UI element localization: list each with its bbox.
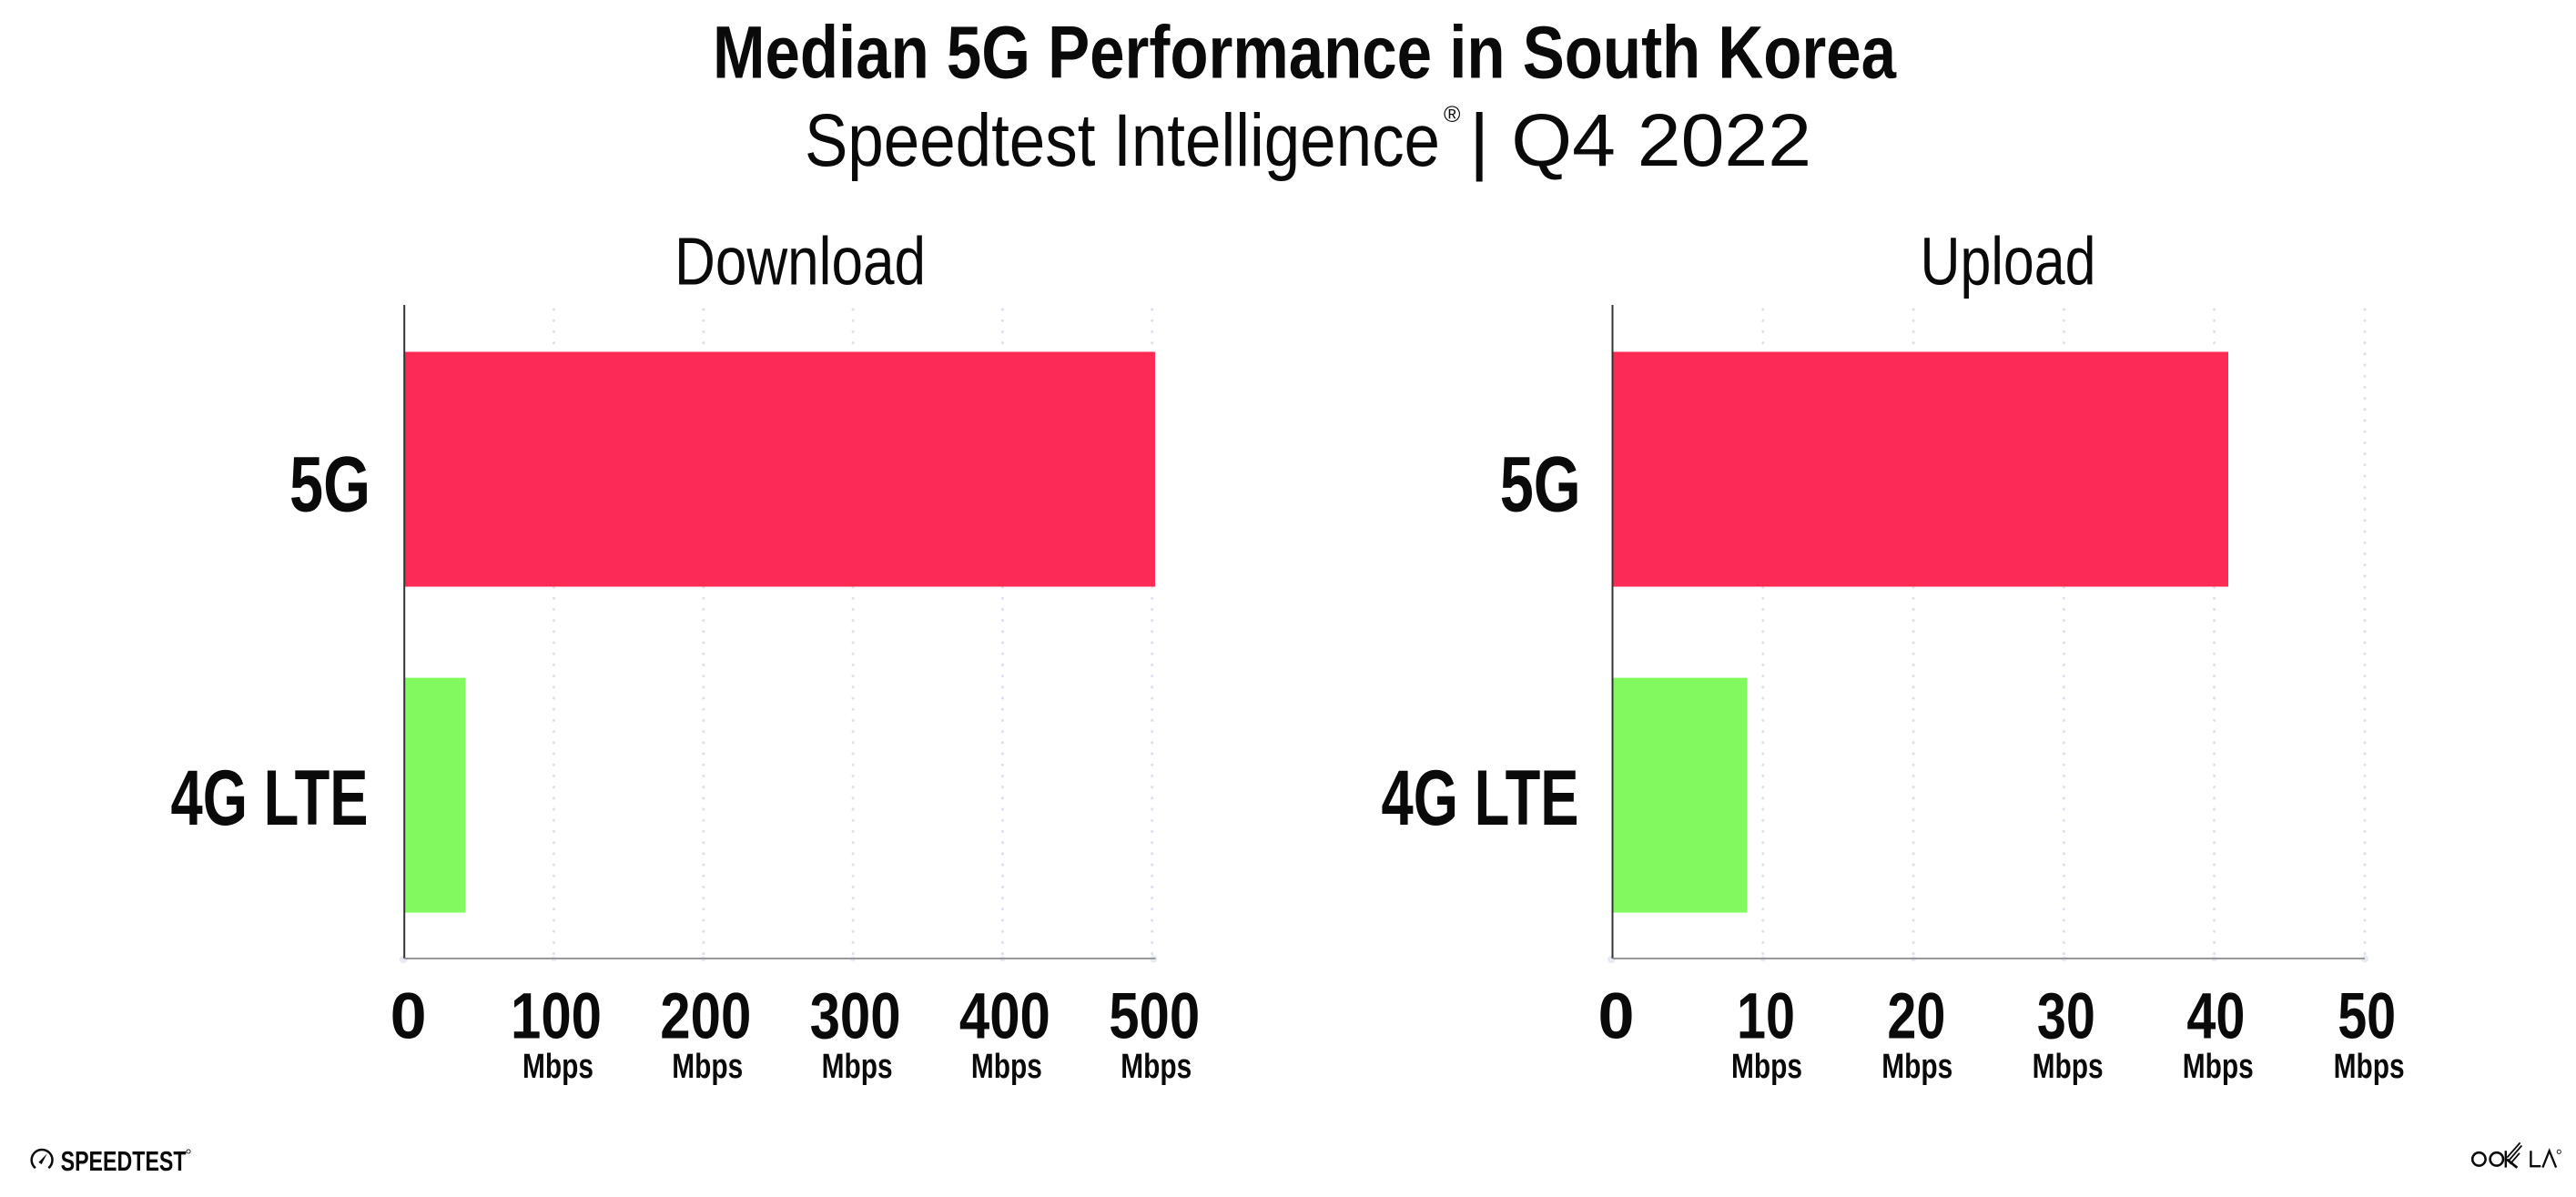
svg-text:400: 400	[959, 981, 1050, 1053]
svg-text:Download: Download	[674, 224, 926, 299]
svg-text:20: 20	[1887, 981, 1945, 1053]
svg-text:50: 50	[2338, 981, 2396, 1053]
svg-text:Mbps: Mbps	[1121, 1048, 1192, 1086]
svg-text:SPEEDTEST: SPEEDTEST	[61, 1145, 187, 1177]
svg-text:Mbps: Mbps	[2033, 1048, 2104, 1086]
svg-text:0: 0	[1598, 981, 1635, 1053]
svg-text:100: 100	[511, 981, 602, 1053]
svg-text:5G: 5G	[289, 441, 370, 529]
svg-text:Median 5G Performance in South: Median 5G Performance in South Korea	[713, 12, 1897, 95]
svg-text:10: 10	[1737, 981, 1795, 1053]
svg-text:| Q4 2022: | Q4 2022	[1469, 99, 1811, 182]
svg-text:Mbps: Mbps	[1731, 1048, 1802, 1086]
svg-text:Upload: Upload	[1921, 224, 2096, 299]
svg-text:0: 0	[390, 981, 427, 1053]
svg-text:300: 300	[810, 981, 901, 1053]
svg-text:Mbps: Mbps	[822, 1048, 893, 1086]
svg-text:4G LTE: 4G LTE	[1382, 755, 1579, 842]
svg-text:200: 200	[660, 981, 751, 1053]
svg-text:4G LTE: 4G LTE	[171, 755, 369, 842]
svg-text:30: 30	[2037, 981, 2095, 1053]
svg-text:40: 40	[2186, 981, 2245, 1053]
svg-text:Mbps: Mbps	[672, 1048, 743, 1086]
svg-text:Mbps: Mbps	[1881, 1048, 1952, 1086]
svg-text:5G: 5G	[1500, 441, 1581, 529]
svg-text:®: ®	[1444, 102, 1461, 127]
svg-text:500: 500	[1109, 981, 1200, 1053]
svg-text:Mbps: Mbps	[2183, 1048, 2254, 1086]
svg-text:Speedtest Intelligence: Speedtest Intelligence	[805, 99, 1440, 182]
svg-text:Mbps: Mbps	[2334, 1048, 2405, 1086]
svg-text:Mbps: Mbps	[971, 1048, 1042, 1086]
svg-text:Mbps: Mbps	[522, 1048, 593, 1086]
